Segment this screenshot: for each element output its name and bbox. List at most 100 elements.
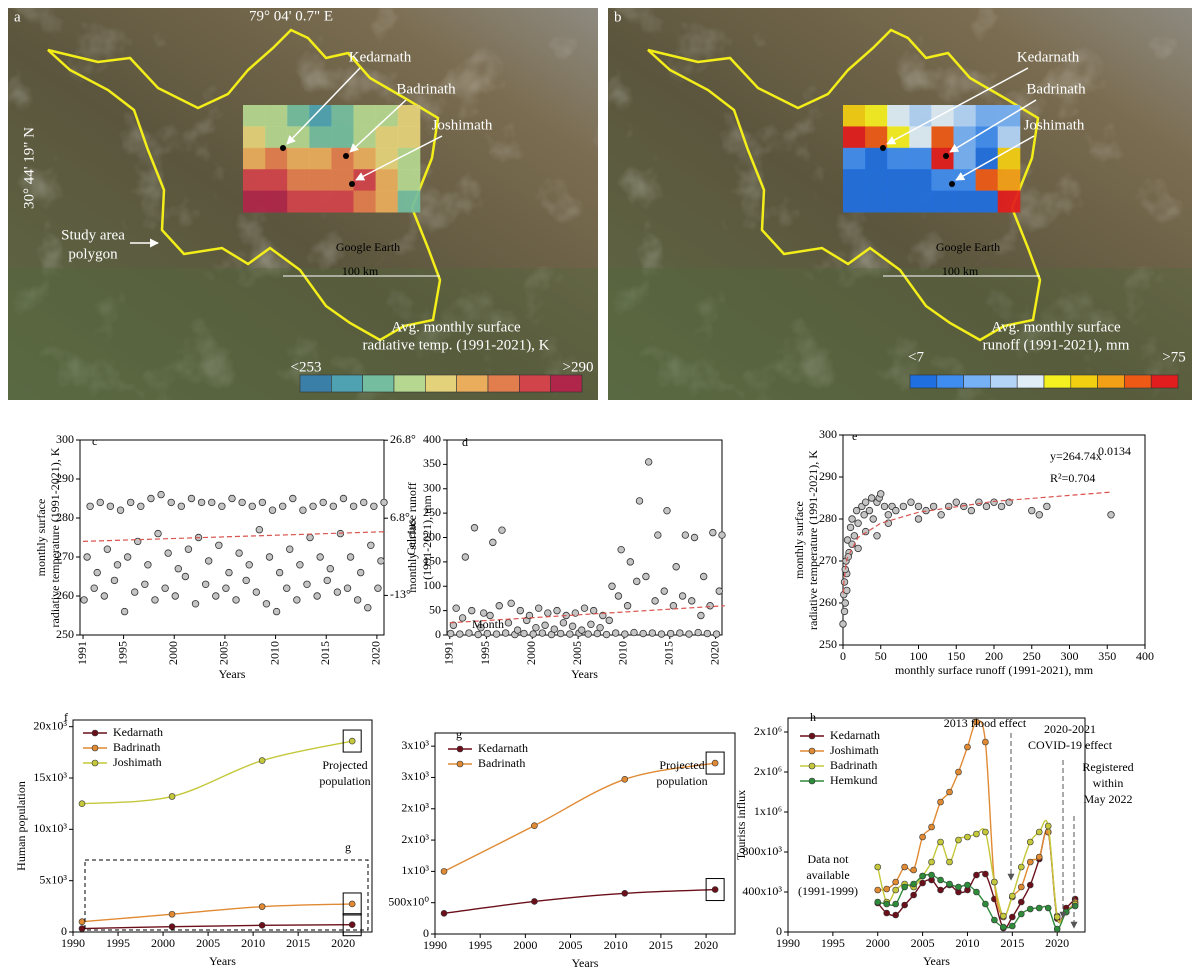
panel-label: d: [462, 435, 468, 449]
scatter-point: [279, 503, 286, 510]
scatter-point: [847, 524, 854, 531]
legend-swatch: [1124, 375, 1151, 388]
legend-label: Badrinath: [113, 740, 160, 754]
raster-cell: [909, 148, 932, 170]
legend-swatch: [1044, 375, 1071, 388]
legend-label: Kedarnath: [830, 728, 880, 742]
scatter-point: [870, 516, 877, 523]
scatter-point: [704, 630, 711, 637]
scatter-point: [590, 607, 597, 614]
raster-cell: [976, 105, 999, 127]
scatter-point: [233, 597, 240, 604]
legend-swatch: [425, 375, 456, 392]
site-dot: [880, 145, 886, 151]
series-point: [920, 873, 926, 879]
scatter-point: [168, 499, 175, 506]
scatter-point: [155, 530, 162, 537]
inset-outline: [85, 860, 368, 930]
x-tick-label: 2020: [694, 938, 718, 952]
series-point: [902, 902, 908, 908]
scatter-point: [471, 524, 478, 531]
scatter-point: [661, 588, 668, 595]
scatter-point: [885, 520, 892, 527]
legend-marker: [809, 733, 815, 739]
scatter-point: [930, 503, 937, 510]
scatter-point: [152, 597, 159, 604]
annotation: 2013 flood effect: [944, 716, 1027, 730]
legend-swatch: [964, 375, 991, 388]
series-point: [79, 926, 85, 932]
scatter-point: [84, 554, 91, 561]
series-point: [911, 867, 917, 873]
series-point: [622, 776, 628, 782]
x-tick-label: 2010: [267, 641, 281, 665]
scatter-point: [94, 569, 101, 576]
annotation: Projected: [659, 758, 704, 772]
map-panel: a79° 04' 0.7" E30° 44' 19" NKedarnathBad…: [8, 8, 598, 400]
scatter-point: [148, 495, 155, 502]
raster-cell: [887, 105, 910, 127]
scatter-point: [716, 588, 723, 595]
scatter-point: [290, 495, 297, 502]
x-axis-label: monthly surface runoff (1991-2021), mm: [895, 663, 1094, 677]
raster-cell: [331, 191, 354, 213]
legend-swatch: [394, 375, 425, 392]
panel-label: g: [456, 727, 462, 741]
scatter-point: [192, 601, 199, 608]
legend-swatch: [1151, 375, 1178, 388]
legend-swatch: [457, 375, 488, 392]
scale-label: 100 km: [942, 264, 979, 278]
legend-marker: [457, 761, 463, 767]
scatter-point: [1036, 512, 1043, 519]
scatter-point: [205, 558, 212, 565]
y-axis-label: monthly surface: [792, 501, 806, 579]
site-dot: [349, 181, 355, 187]
series-point: [169, 924, 175, 930]
scatter-point: [81, 597, 88, 604]
scatter-point: [256, 526, 263, 533]
scatter-point: [588, 621, 595, 628]
series-point: [1072, 903, 1078, 909]
scatter-point: [691, 534, 698, 541]
scatter-point: [131, 589, 138, 596]
series-point: [1000, 913, 1006, 919]
series-point: [893, 901, 899, 907]
y-tick-label: 2x10⁶: [754, 764, 782, 778]
y-axis-label: monthly surface: [34, 499, 48, 577]
scatter-point: [560, 620, 567, 627]
site-dot: [949, 181, 955, 187]
raster-cell: [354, 191, 377, 213]
scatter-point: [707, 602, 714, 609]
raster-cell: [998, 191, 1021, 213]
scatter-point: [263, 601, 270, 608]
legend-min: <253: [291, 359, 322, 375]
raster-cell: [309, 148, 332, 170]
x-tick-label: 2015: [649, 938, 673, 952]
scatter-point: [915, 503, 922, 510]
y-axis-label: (1991-2021), mm: [420, 495, 434, 580]
scatter-point: [627, 559, 634, 566]
panel-label: a: [14, 9, 21, 25]
scatter-point: [269, 507, 276, 514]
legend-label: Joshimath: [830, 743, 879, 757]
raster-cell: [243, 148, 266, 170]
scatter-point: [698, 612, 705, 619]
series-point: [259, 904, 265, 910]
annotation: COVID-19 effect: [1028, 738, 1113, 752]
series-line: [444, 890, 715, 914]
scatter-point: [182, 573, 189, 580]
scatter-point: [276, 569, 283, 576]
legend-swatch: [300, 375, 331, 392]
scatter-point: [938, 512, 945, 519]
annotation: population: [656, 774, 707, 788]
series-point: [884, 901, 890, 907]
scatter-point: [457, 631, 464, 638]
scatter-point: [111, 577, 118, 584]
scatter-point: [845, 554, 852, 561]
legend-label: Kedarnath: [478, 741, 528, 755]
scale-label: 100 km: [342, 264, 379, 278]
watermark: Google Earth: [336, 240, 400, 254]
scatter-point: [350, 503, 357, 510]
scatter-point: [688, 598, 695, 605]
